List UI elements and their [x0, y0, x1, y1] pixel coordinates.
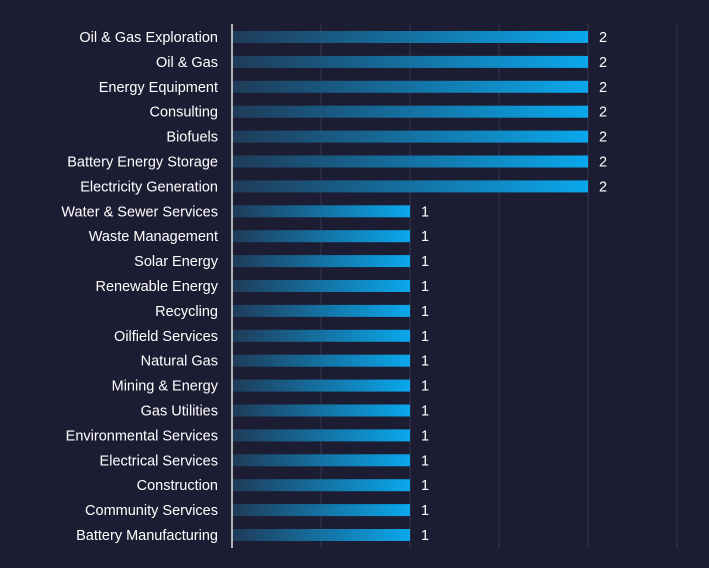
bars — [232, 31, 588, 541]
category-label: Electricity Generation — [80, 179, 218, 195]
data-label: 1 — [421, 503, 429, 519]
bar — [232, 55, 588, 68]
category-label: Community Services — [85, 503, 218, 519]
bar — [232, 454, 410, 467]
bar — [232, 429, 410, 442]
data-label: 2 — [599, 179, 607, 195]
bar — [232, 304, 410, 317]
data-label: 1 — [421, 453, 429, 469]
bar — [232, 404, 410, 417]
bar — [232, 130, 588, 143]
category-label: Consulting — [149, 105, 218, 121]
category-label: Natural Gas — [141, 354, 218, 370]
bar — [232, 80, 588, 93]
category-labels: Oil & Gas Exploration Oil & Gas Energy Equ… — [61, 30, 218, 544]
category-label: Renewable Energy — [95, 279, 218, 295]
data-label: 1 — [421, 528, 429, 544]
data-label: 2 — [599, 130, 607, 146]
data-label: 2 — [599, 80, 607, 96]
bar — [232, 105, 588, 118]
bar — [232, 354, 410, 367]
category-label: Mining & Energy — [112, 379, 219, 395]
bar — [232, 379, 410, 392]
bar — [232, 504, 410, 517]
data-label: 1 — [421, 329, 429, 345]
data-label: 1 — [421, 478, 429, 494]
data-label: 2 — [599, 155, 607, 171]
bar — [232, 255, 410, 268]
data-label: 1 — [421, 379, 429, 395]
category-label: Battery Energy Storage — [67, 155, 218, 171]
data-label: 1 — [421, 428, 429, 444]
category-label: Waste Management — [89, 229, 218, 245]
data-label: 1 — [421, 204, 429, 220]
category-label: Water & Sewer Services — [61, 204, 218, 220]
category-label: Battery Manufacturing — [76, 528, 218, 544]
data-label: 1 — [421, 229, 429, 245]
category-label: Oil & Gas Exploration — [79, 30, 218, 46]
category-label: Solar Energy — [134, 254, 219, 270]
data-labels: 2 2 2 2 2 2 2 1 1 1 1 1 1 1 1 1 1 1 1 1 1 — [421, 30, 607, 544]
category-label: Gas Utilities — [141, 404, 218, 420]
bar — [232, 205, 410, 218]
data-label: 1 — [421, 254, 429, 270]
category-label: Energy Equipment — [99, 80, 218, 96]
bar — [232, 180, 588, 193]
bar — [232, 31, 588, 43]
bar — [232, 479, 410, 492]
bar — [232, 230, 410, 243]
category-label: Oilfield Services — [114, 329, 218, 345]
data-label: 1 — [421, 304, 429, 320]
data-label: 2 — [599, 105, 607, 121]
category-label: Biofuels — [166, 130, 218, 146]
bar — [232, 280, 410, 292]
data-label: 1 — [421, 404, 429, 420]
bar — [232, 155, 588, 168]
category-label: Construction — [137, 478, 218, 494]
data-label: 1 — [421, 279, 429, 295]
bar — [232, 529, 410, 541]
category-label: Environmental Services — [66, 428, 218, 444]
data-label: 1 — [421, 354, 429, 370]
category-label: Oil & Gas — [156, 55, 218, 71]
category-label: Electrical Services — [100, 453, 218, 469]
category-label: Recycling — [155, 304, 218, 320]
data-label: 2 — [599, 55, 607, 71]
data-label: 2 — [599, 30, 607, 46]
bar — [232, 329, 410, 342]
